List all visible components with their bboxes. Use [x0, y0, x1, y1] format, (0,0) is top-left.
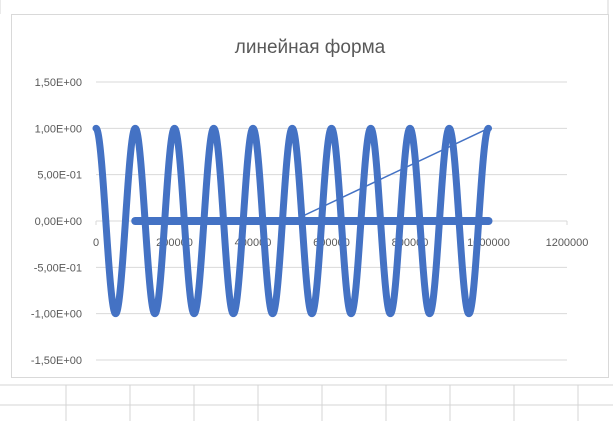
y-tick-label: 1,00E+00 [35, 123, 82, 135]
y-tick-label: 1,50E+00 [35, 77, 82, 89]
y-tick-label: 0,00E+00 [35, 216, 82, 228]
y-tick-label: -5,00E-01 [34, 262, 82, 274]
chart-area[interactable]: линейная форма 1,50E+00 1,00E+00 5,00E-01 0… [11, 14, 609, 378]
y-tick-label: -1,50E+00 [31, 355, 82, 367]
chart-title: линейная форма [234, 37, 386, 58]
series-line [291, 127, 489, 222]
plot-area: 1,50E+00 1,00E+00 5,00E-01 0,00E+00 -5,00E-0… [31, 77, 589, 367]
y-tick-label: -1,00E+00 [31, 309, 82, 321]
series-cosine [92, 124, 492, 318]
y-tick-label: 5,00E-01 [37, 170, 82, 182]
x-tick-label: 1200000 [546, 237, 589, 249]
x-tick-label: 0 [93, 237, 99, 249]
